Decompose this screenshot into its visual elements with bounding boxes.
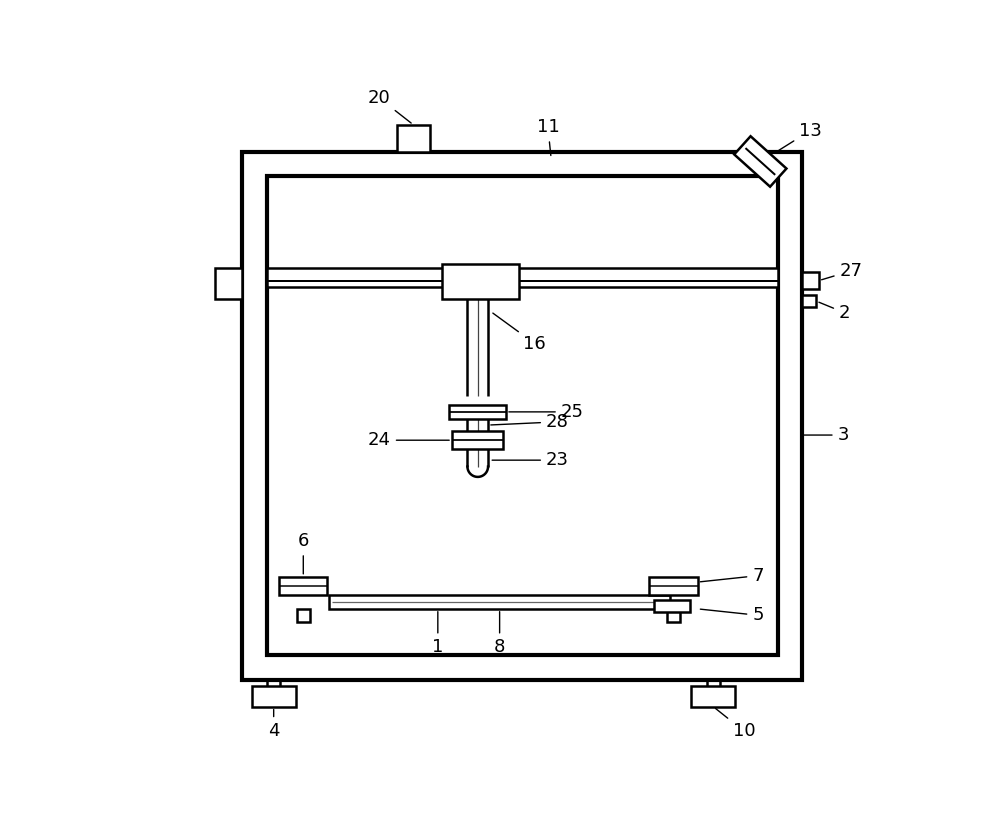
Bar [667, 609, 680, 622]
Bar [279, 577, 327, 594]
Text: 7: 7 [700, 567, 764, 584]
Text: 20: 20 [367, 89, 411, 123]
Text: 23: 23 [492, 451, 569, 469]
Bar [449, 405, 506, 419]
Text: 5: 5 [700, 606, 764, 624]
Bar [654, 600, 690, 612]
Text: 1: 1 [432, 612, 444, 656]
Bar [252, 686, 296, 706]
Bar [267, 268, 778, 287]
Text: 13: 13 [779, 121, 822, 150]
Text: 24: 24 [368, 431, 449, 449]
Text: 3: 3 [804, 426, 849, 444]
Bar [397, 125, 430, 152]
Text: 11: 11 [537, 119, 559, 155]
Bar [734, 136, 786, 186]
Text: 25: 25 [509, 403, 584, 421]
Bar [329, 594, 670, 609]
Text: 4: 4 [268, 710, 279, 740]
Bar [242, 152, 802, 680]
Text: 16: 16 [493, 314, 546, 353]
Text: 28: 28 [491, 413, 569, 431]
Bar [442, 264, 519, 298]
Text: 8: 8 [494, 612, 505, 656]
Bar [452, 431, 503, 449]
Bar [297, 609, 310, 622]
Bar [215, 268, 242, 299]
Bar [802, 273, 819, 289]
Text: 2: 2 [819, 302, 850, 322]
Text: 27: 27 [822, 262, 863, 280]
Bar [649, 577, 698, 594]
Text: 6: 6 [298, 533, 309, 573]
Text: 10: 10 [716, 708, 755, 740]
Bar [267, 176, 778, 655]
Bar [802, 295, 816, 307]
Bar [691, 686, 735, 706]
